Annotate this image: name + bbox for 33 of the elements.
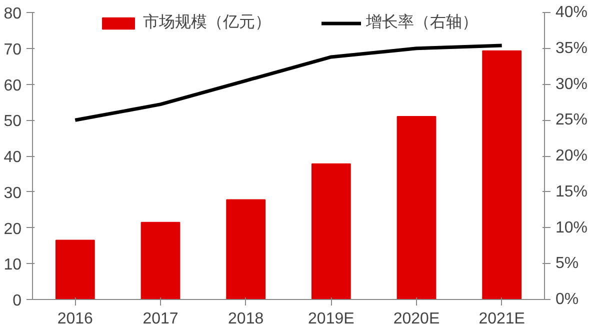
bar [226, 199, 266, 300]
y2-tick-label: 25% [556, 112, 588, 129]
y-tick-label: 10 [4, 256, 22, 274]
bar [311, 163, 351, 300]
y-tick-label: 60 [4, 77, 22, 94]
y-tick-label: 80 [4, 6, 22, 22]
legend-label: 市场规模（亿元） [143, 12, 271, 33]
y-tick-label: 50 [4, 113, 22, 130]
bar [140, 222, 180, 300]
y-tick-label: 40 [4, 149, 22, 166]
bar [396, 116, 436, 300]
line-series [73, 44, 504, 122]
x-tick-label: 2017 [142, 310, 178, 328]
y-tick-label: 20 [4, 220, 22, 238]
x-tick-label: 2020E [393, 310, 440, 328]
y2-tick-label: 0% [556, 291, 579, 308]
y2-tick-label: 5% [556, 255, 579, 272]
y2-tick-label: 40% [556, 4, 588, 21]
y-tick-label: 0 [12, 292, 22, 310]
bar [55, 240, 95, 300]
x-tick-label: 2018 [228, 310, 264, 328]
y-tick-label: 70 [4, 41, 22, 58]
y2-tick-label: 30% [556, 76, 588, 93]
x-tick-label: 2021E [478, 310, 525, 328]
y2-tick-label: 20% [556, 148, 588, 164]
x-tick-label: 2016 [57, 310, 94, 328]
y-tick-label: 30 [4, 184, 22, 202]
bar [482, 50, 522, 300]
legend-label: 增长率（右轴） [366, 12, 478, 33]
y2-tick-label: 35% [556, 40, 588, 57]
y2-tick-label: 10% [556, 219, 588, 236]
y2-tick-label: 15% [556, 183, 588, 200]
x-tick-label: 2019E [308, 310, 354, 328]
